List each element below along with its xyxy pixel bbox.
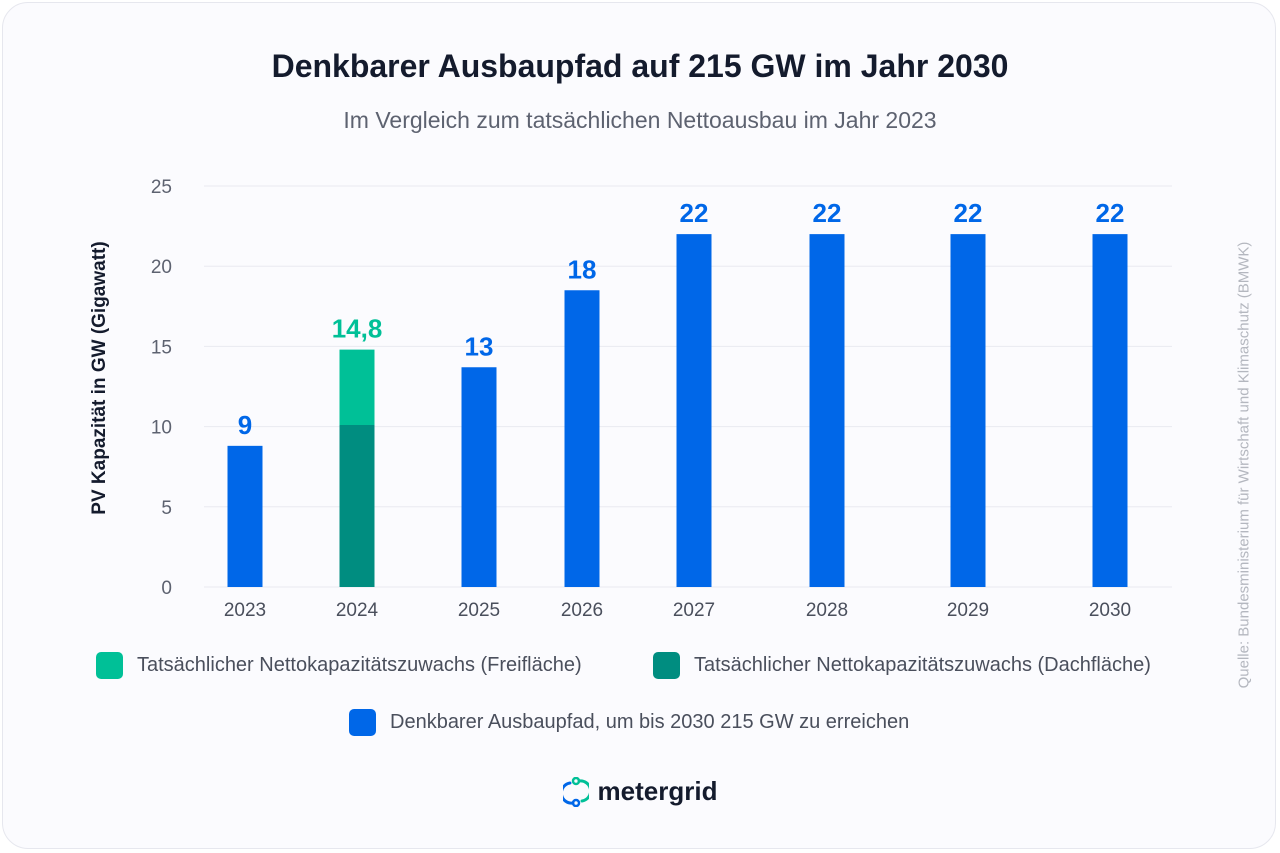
data-label: 22 bbox=[1096, 198, 1125, 228]
bar bbox=[564, 290, 600, 587]
x-tick-label: 2024 bbox=[336, 600, 379, 621]
legend-item-dachflaeche: Tatsächlicher Nettokapazitätszuwachs (Da… bbox=[653, 652, 1151, 679]
brand-name: metergrid bbox=[597, 776, 718, 806]
x-tick-label: 2026 bbox=[561, 600, 603, 621]
bar bbox=[950, 234, 986, 587]
x-tick-label: 2030 bbox=[1089, 600, 1131, 621]
legend-label: Tatsächlicher Nettokapazitätszuwachs (Fr… bbox=[137, 654, 582, 676]
chart-title: Denkbarer Ausbaupfad auf 215 GW im Jahr … bbox=[271, 48, 1009, 84]
data-label: 14,8 bbox=[332, 314, 383, 344]
data-label: 9 bbox=[238, 410, 252, 440]
y-tick-label: 10 bbox=[151, 418, 172, 439]
bar bbox=[809, 234, 845, 587]
bar bbox=[339, 424, 375, 587]
legend-label: Tatsächlicher Nettokapazitätszuwachs (Da… bbox=[694, 654, 1151, 676]
bar bbox=[676, 234, 712, 587]
legend-label: Denkbarer Ausbaupfad, um bis 2030 215 GW… bbox=[390, 711, 910, 733]
y-tick-label: 15 bbox=[151, 337, 172, 358]
y-tick-label: 5 bbox=[161, 498, 172, 519]
data-label: 22 bbox=[813, 198, 842, 228]
x-tick-label: 2028 bbox=[806, 600, 848, 621]
brand-logo: metergrid bbox=[0, 776, 1280, 807]
y-tick-label: 0 bbox=[161, 578, 172, 599]
x-tick-label: 2025 bbox=[458, 600, 500, 621]
bar bbox=[227, 445, 263, 587]
x-tick-label: 2029 bbox=[947, 600, 989, 621]
metergrid-logo-icon bbox=[562, 776, 589, 807]
x-tick-label: 2027 bbox=[673, 600, 715, 621]
legend-item-ausbaupfad: Denkbarer Ausbaupfad, um bis 2030 215 GW… bbox=[349, 709, 909, 736]
y-tick-label: 20 bbox=[151, 257, 172, 278]
data-label: 22 bbox=[954, 198, 983, 228]
bar bbox=[1092, 234, 1128, 587]
legend-swatch bbox=[96, 652, 123, 679]
data-label: 18 bbox=[568, 254, 597, 284]
legend-item-freiflaeche: Tatsächlicher Nettokapazitätszuwachs (Fr… bbox=[96, 652, 582, 679]
legend-swatch bbox=[653, 652, 680, 679]
bar bbox=[339, 349, 375, 425]
bar bbox=[461, 367, 497, 587]
data-label: 22 bbox=[680, 198, 709, 228]
legend-swatch bbox=[349, 709, 376, 736]
x-tick-label: 2023 bbox=[224, 600, 266, 621]
chart-subtitle: Im Vergleich zum tatsächlichen Nettoausb… bbox=[343, 107, 937, 133]
data-label: 13 bbox=[465, 331, 494, 361]
y-tick-label: 25 bbox=[151, 177, 172, 198]
